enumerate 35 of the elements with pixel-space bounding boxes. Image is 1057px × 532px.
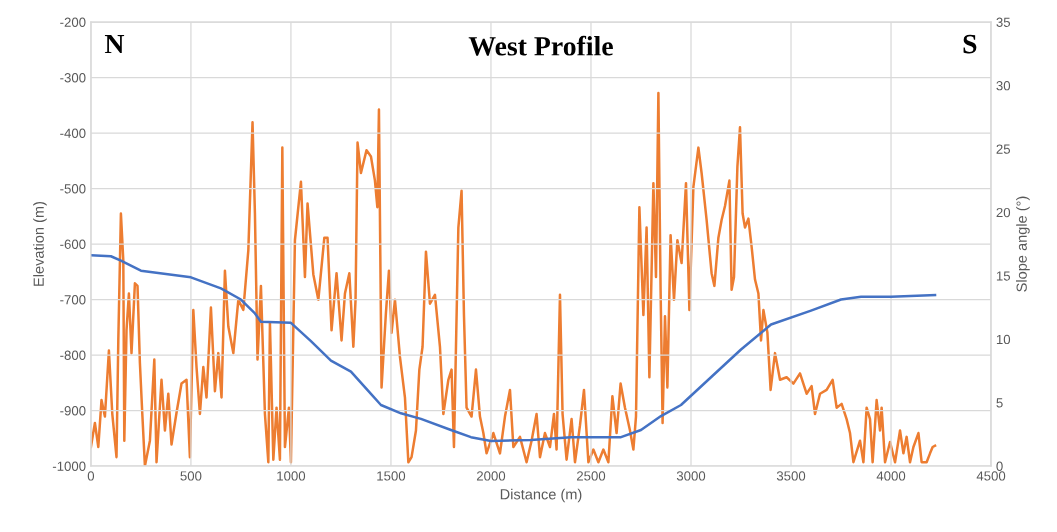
y-axis-title: Elevation (m)	[33, 201, 47, 286]
x-tick-label: 1000	[277, 471, 306, 481]
x-tick-label: 4500	[976, 471, 1006, 481]
line-series	[90, 91, 937, 467]
y2-tick-label: 5	[996, 398, 1003, 408]
y2-tick-label: 35	[996, 17, 1011, 27]
y-tick-label: -700	[60, 295, 86, 305]
x-tick-label: 4000	[876, 471, 906, 481]
chart-title: West Profile	[468, 35, 613, 56]
annotation: N	[104, 34, 125, 54]
y-tick-label: -1000	[52, 461, 86, 471]
y-tick-label: -300	[60, 73, 86, 83]
y-tick-label: -800	[60, 350, 86, 360]
y-tick-label: -400	[60, 128, 86, 138]
y-tick-label: -600	[60, 239, 86, 249]
x-tick-label: 3500	[776, 471, 806, 481]
x-tick-label: 0	[87, 471, 95, 481]
x-tick-label: 2500	[576, 471, 606, 481]
y2-tick-label: 0	[996, 461, 1003, 471]
y2-tick-label: 30	[996, 81, 1011, 91]
x-axis-title: Distance (m)	[500, 488, 582, 503]
y2-axis-title: Slope angle (°)	[1016, 196, 1030, 292]
y2-tick-label: 25	[996, 144, 1011, 154]
x-tick-label: 2000	[476, 471, 506, 481]
x-tick-label: 500	[180, 471, 202, 481]
y2-tick-label: 20	[996, 207, 1011, 218]
x-tick-label: 3000	[676, 471, 706, 481]
x-tick-label: 1500	[377, 471, 406, 481]
y2-tick-label: 15	[996, 271, 1011, 281]
annotation: S	[963, 34, 977, 54]
y-tick-label: -200	[60, 17, 86, 27]
y-tick-label: -900	[60, 406, 86, 416]
line-series	[90, 253, 937, 443]
y2-tick-label: 10	[996, 334, 1011, 345]
y-tick-label: -500	[60, 184, 86, 194]
